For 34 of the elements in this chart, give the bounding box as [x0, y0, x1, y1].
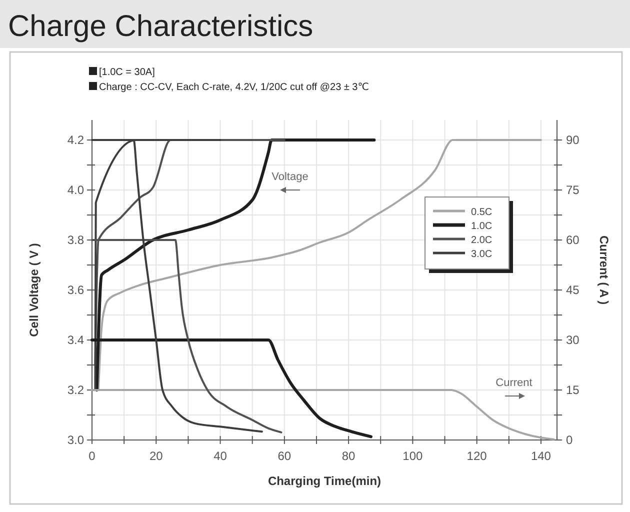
legend-label: 3.0C [471, 249, 492, 260]
y2-tick-label: 0 [566, 433, 573, 447]
x-axis-title: Charging Time(min) [268, 474, 382, 488]
x-tick-label: 100 [402, 449, 424, 463]
chart-subtitle: [1.0C = 30A] [99, 67, 156, 78]
x-tick-label: 20 [149, 449, 164, 463]
y2-axis-title: Current ( A ) [597, 235, 611, 305]
y-tick-label: 3.0 [67, 433, 84, 447]
x-tick-label: 80 [342, 449, 356, 463]
y2-tick-label: 90 [566, 133, 580, 147]
y2-tick-label: 75 [566, 183, 580, 197]
annotation: Current [496, 377, 532, 389]
y2-tick-label: 15 [566, 383, 580, 397]
y-tick-label: 3.8 [67, 233, 84, 247]
x-tick-label: 120 [466, 449, 488, 463]
text: Charge : CC-CV, Each C-rate, 4.2V, 1/20C cut off @23 ± 3℃ [99, 82, 369, 93]
y2-tick-label: 45 [566, 283, 580, 297]
y-tick-label: 3.4 [67, 333, 84, 347]
legend-label: 0.5C [471, 207, 492, 218]
chart-title: Charge Characteristics [8, 10, 314, 43]
x-tick-label: 0 [88, 449, 96, 463]
y-tick-label: 4.2 [67, 133, 84, 147]
y2-tick-label: 60 [566, 233, 580, 247]
annotation: Voltage [272, 171, 308, 183]
x-tick-label: 60 [278, 449, 292, 463]
y-tick-label: 4.0 [67, 183, 84, 197]
y2-tick-label: 30 [566, 333, 580, 347]
y-tick-label: 3.2 [67, 383, 84, 397]
legend-label: 1.0C [471, 221, 492, 232]
y-axis-title: Cell Voltage ( V ) [27, 243, 41, 337]
x-tick-label: 40 [214, 449, 228, 463]
legend-label: 2.0C [471, 235, 492, 246]
y-tick-label: 3.6 [67, 283, 84, 297]
x-tick-label: 140 [530, 449, 552, 463]
